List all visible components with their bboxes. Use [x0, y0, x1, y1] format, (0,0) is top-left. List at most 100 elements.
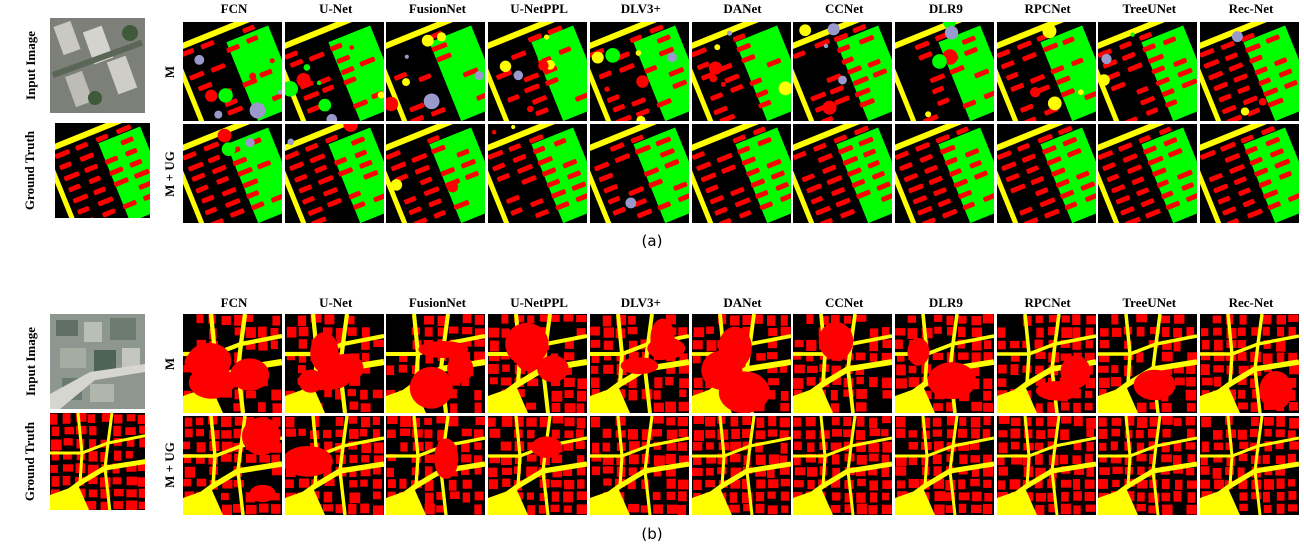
segmentation-map [284, 124, 384, 223]
segmentation-result [386, 124, 486, 223]
segmentation-result [488, 416, 588, 515]
segmentation-map [1200, 22, 1299, 121]
segmentation-map [183, 22, 282, 121]
segmentation-result [1098, 416, 1198, 515]
segmentation-result [996, 416, 1096, 515]
panel-b: Input Image Ground Truth M M + UG FCN U-N… [0, 280, 1304, 550]
segmentation-map [996, 124, 1096, 223]
segmentation-result [488, 124, 588, 223]
segmentation-result [894, 22, 994, 121]
method-label: DLR9 [928, 295, 963, 310]
method-label: CCNet [825, 1, 864, 16]
segmentation-result [894, 416, 994, 515]
method-label: FusionNet [408, 295, 466, 310]
segmentation-result [793, 314, 893, 413]
segmentation-map [894, 314, 994, 413]
segmentation-map [996, 314, 1096, 413]
segmentation-map [1098, 124, 1198, 223]
method-header-b: FCN U-Net FusionNet U-NetPPL DLV3+ DANet CCNet… [183, 294, 1301, 312]
ground-truth-a [55, 123, 150, 218]
method-label: DLV3+ [620, 295, 661, 310]
method-label: TreeUNet [1122, 1, 1177, 16]
segmentation-map [1200, 314, 1299, 413]
method-label: DANet [723, 1, 762, 16]
segmentation-result [183, 314, 282, 413]
method-label: DLR9 [928, 1, 963, 16]
segmentation-map [183, 314, 282, 413]
segmentation-map [386, 314, 486, 413]
segmentation-result [386, 416, 486, 515]
method-label: FCN [220, 1, 248, 16]
method-label: Rec-Net [1228, 1, 1274, 16]
segmentation-map [284, 22, 384, 121]
segmentation-map [488, 22, 588, 121]
segmentation-result [1200, 314, 1299, 413]
method-label: U-NetPPL [510, 1, 568, 16]
segmentation-result [793, 416, 893, 515]
segmentation-result [1200, 124, 1299, 223]
segmentation-result [284, 416, 384, 515]
method-label: U-Net [319, 1, 353, 16]
segmentation-map [589, 314, 689, 413]
segmentation-result [691, 124, 791, 223]
segmentation-map [284, 416, 384, 515]
result-grid-a [183, 22, 1301, 223]
segmentation-result [691, 22, 791, 121]
method-label: TreeUNet [1122, 295, 1177, 310]
segmentation-map [691, 314, 791, 413]
segmentation-map [793, 314, 893, 413]
segmentation-map [183, 416, 282, 515]
method-label: FCN [220, 295, 248, 310]
segmentation-map [691, 124, 791, 223]
segmentation-map [1098, 416, 1198, 515]
segmentation-map [894, 416, 994, 515]
segmentation-map [691, 22, 791, 121]
row-label-m-b: M [162, 357, 177, 370]
segmentation-result [1098, 22, 1198, 121]
segmentation-result [183, 124, 282, 223]
segmentation-map [589, 416, 689, 515]
ground-truth-label-b: Ground Truth [22, 421, 38, 502]
segmentation-result [691, 416, 791, 515]
caption-a: (a) [641, 232, 663, 250]
method-label: U-Net [319, 295, 353, 310]
row-label-m-a: M [162, 65, 177, 78]
method-label: U-NetPPL [510, 295, 568, 310]
segmentation-result [386, 22, 486, 121]
aerial-photo-icon [50, 18, 145, 113]
row-label-mug-a: M + UG [162, 150, 177, 197]
segmentation-map [996, 416, 1096, 515]
segmentation-result [1200, 416, 1299, 515]
segmentation-result [386, 314, 486, 413]
segmentation-map [284, 314, 384, 413]
segmentation-result [793, 22, 893, 121]
segmentation-map [1098, 22, 1198, 121]
segmentation-result [894, 314, 994, 413]
segmentation-result [183, 416, 282, 515]
segmentation-result [996, 124, 1096, 223]
method-label: RPCNet [1024, 295, 1071, 310]
result-grid-b [183, 314, 1301, 515]
segmentation-result [589, 314, 689, 413]
input-image-label-b: Input Image [22, 327, 38, 396]
ground-truth-b [50, 413, 145, 510]
ground-truth-map [50, 413, 145, 510]
ground-truth-label-a: Ground Truth [22, 130, 38, 211]
segmentation-result [183, 22, 282, 121]
row-label-mug-b: M + UG [162, 441, 177, 488]
segmentation-result [996, 22, 1096, 121]
method-label: DANet [723, 295, 762, 310]
caption-b: (b) [641, 525, 663, 543]
ground-truth-map [55, 123, 150, 218]
segmentation-result [793, 124, 893, 223]
segmentation-map [1200, 124, 1299, 223]
aerial-photo-icon [50, 314, 145, 409]
segmentation-result [894, 124, 994, 223]
segmentation-map [793, 416, 893, 515]
segmentation-result [1200, 22, 1299, 121]
segmentation-map [386, 124, 486, 223]
input-image-label-a: Input Image [22, 31, 38, 100]
segmentation-map [488, 314, 588, 413]
input-image-b [50, 314, 145, 409]
segmentation-map [589, 22, 689, 121]
